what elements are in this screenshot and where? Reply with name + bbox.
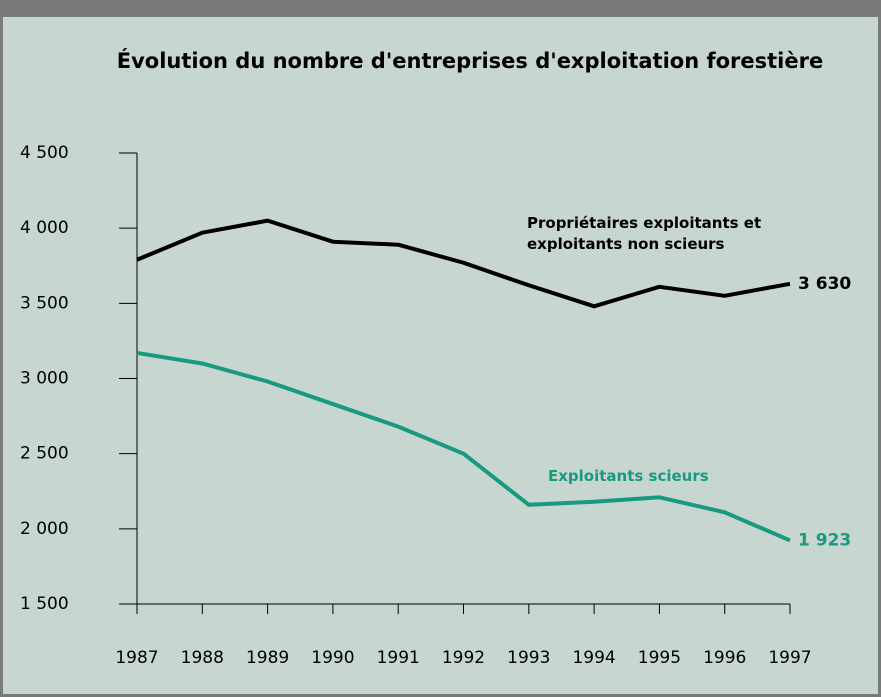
x-tick-label: 1996 <box>703 648 746 668</box>
y-tick-label: 4 000 <box>20 218 69 238</box>
x-tick-label: 1992 <box>442 648 485 668</box>
chart-title: Évolution du nombre d'entreprises d'expl… <box>117 48 823 73</box>
chart: Évolution du nombre d'entreprises d'expl… <box>0 0 881 697</box>
x-tick-label: 1993 <box>507 648 550 668</box>
series-label: Exploitants scieurs <box>548 466 768 487</box>
x-tick-label: 1989 <box>246 648 289 668</box>
value-label: 1 923 <box>798 530 851 550</box>
background <box>3 17 878 694</box>
series-label: Propriétaires exploitants et exploitants… <box>527 213 767 255</box>
y-tick-label: 3 500 <box>20 293 69 313</box>
page: Évolution du nombre d'entreprises d'expl… <box>0 0 881 697</box>
x-tick-label: 1994 <box>572 648 615 668</box>
y-tick-label: 2 500 <box>20 444 69 464</box>
y-tick-label: 2 000 <box>20 519 69 539</box>
y-tick-label: 3 000 <box>20 369 69 389</box>
y-tick-label: 1 500 <box>20 594 69 614</box>
x-tick-label: 1990 <box>311 648 354 668</box>
x-tick-label: 1987 <box>115 648 158 668</box>
value-label: 3 630 <box>798 274 851 294</box>
x-tick-label: 1995 <box>638 648 681 668</box>
x-tick-label: 1988 <box>181 648 224 668</box>
y-tick-label: 4 500 <box>20 143 69 163</box>
x-tick-label: 1997 <box>768 648 811 668</box>
x-tick-label: 1991 <box>377 648 420 668</box>
